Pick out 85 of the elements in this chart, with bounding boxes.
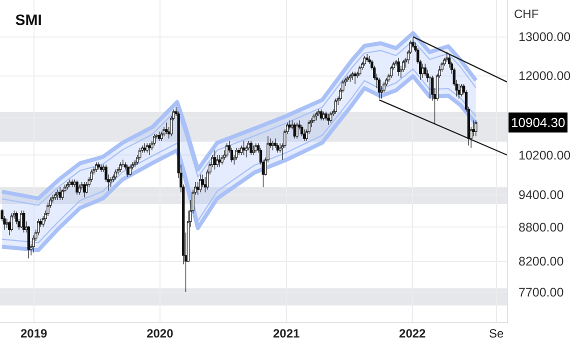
candlestick (288, 120, 292, 130)
candlestick (274, 138, 277, 148)
y-tick-label: 10200.00 (518, 148, 571, 162)
candlestick (327, 113, 330, 126)
candlestick (162, 126, 166, 137)
candlestick (397, 58, 400, 76)
candlestick (242, 140, 246, 156)
candlestick (334, 98, 338, 114)
candlestick (296, 122, 298, 139)
candlestick (126, 164, 130, 178)
candlestick (421, 63, 424, 78)
candlestick (226, 142, 228, 158)
candlestick (474, 120, 478, 137)
candlestick (114, 169, 118, 180)
candlestick (20, 210, 23, 228)
candlestick (240, 145, 243, 156)
candlestick (346, 76, 350, 82)
candlestick (302, 129, 306, 142)
x-tick-label: 2020 (146, 326, 174, 340)
candlestick (100, 164, 103, 172)
candlestick (95, 162, 98, 172)
candlestick (198, 174, 202, 192)
x-tick-label: 2019 (20, 326, 48, 340)
candlestick (348, 73, 352, 82)
candlestick (138, 148, 142, 160)
candlestick (254, 142, 258, 153)
candlestick (312, 113, 316, 123)
text: SMI (15, 12, 42, 29)
candlestick (213, 150, 216, 170)
candlestick (320, 109, 323, 121)
y-tick-label: 8800.00 (518, 220, 564, 234)
candlestick (153, 134, 156, 146)
candlestick (165, 122, 168, 134)
x-tick-label: Se (488, 326, 504, 340)
candlestick (97, 162, 100, 170)
candlestick (82, 182, 86, 198)
candlestick (76, 180, 78, 196)
candlestick (315, 111, 318, 121)
candlestick (158, 131, 161, 142)
candlestick (330, 111, 332, 123)
candlestick (66, 182, 69, 190)
candlestick (54, 192, 57, 200)
candlestick (272, 140, 274, 151)
candlestick (68, 179, 72, 188)
candlestick (244, 145, 248, 158)
candlestick (70, 179, 74, 188)
candlestick (293, 122, 296, 139)
y-tick-label: 9400.00 (518, 188, 564, 202)
candlestick (363, 56, 366, 66)
candlestick (460, 84, 463, 97)
candlestick (146, 142, 148, 153)
candlestick (317, 109, 320, 116)
candlestick (10, 212, 14, 232)
candlestick (276, 142, 279, 153)
candlestick (354, 71, 356, 84)
y-tick-label: 8200.00 (518, 254, 564, 269)
candlestick (252, 145, 255, 156)
y-tick-label: 13000.00 (518, 30, 571, 44)
x-tick-label: 2022 (399, 326, 426, 340)
candlestick (119, 162, 122, 172)
candlestick (378, 78, 381, 99)
candlestick (458, 84, 460, 99)
candlestick (366, 54, 368, 62)
candlestick (218, 154, 221, 168)
candlestick (134, 159, 136, 168)
candlestick (143, 142, 146, 153)
candlestick (250, 140, 252, 156)
candlestick (160, 131, 163, 142)
candlestick (148, 142, 151, 156)
candlestick (235, 148, 238, 160)
x-tick-label: 2021 (272, 326, 300, 340)
candlestick (78, 184, 81, 196)
text: 10904.30 (511, 115, 566, 130)
text: CHF (514, 7, 539, 21)
candlestick (390, 65, 393, 78)
candlestick (128, 164, 132, 176)
candlestick (110, 176, 112, 188)
candlestick (300, 124, 304, 137)
candlestick (358, 65, 362, 76)
candlestick (58, 186, 62, 200)
y-tick-label: 7700.00 (518, 285, 564, 300)
y-tick-label: 12000.00 (518, 69, 571, 84)
candlestick (324, 111, 328, 121)
candlestick (22, 210, 26, 233)
candlestick (27, 226, 30, 259)
